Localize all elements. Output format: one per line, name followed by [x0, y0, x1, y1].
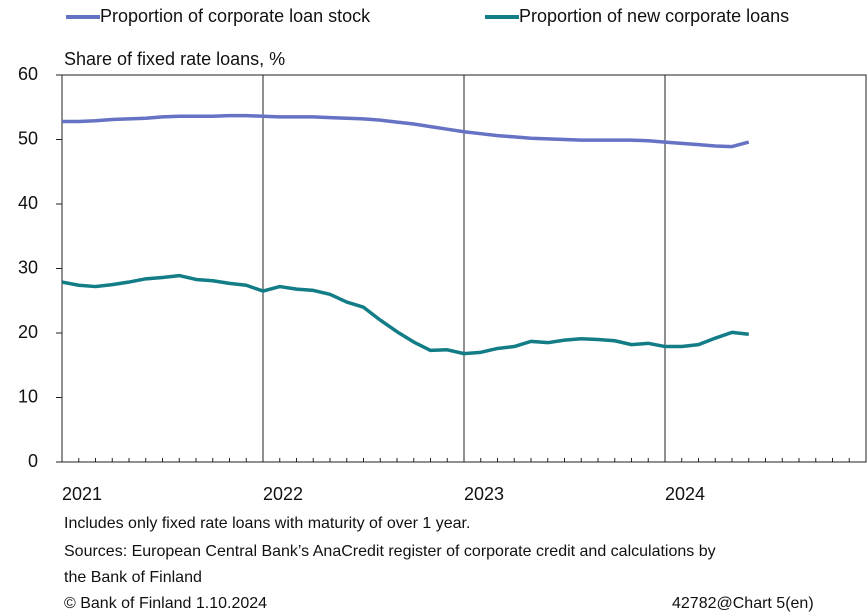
- series-line: [61, 273, 749, 356]
- y-tick-label: 60: [18, 64, 38, 84]
- x-tick-label: 2022: [263, 484, 303, 504]
- x-tick-label: 2024: [665, 484, 705, 504]
- y-axis-label: Share of fixed rate loans, %: [64, 49, 285, 69]
- x-tick-label: 2021: [62, 484, 102, 504]
- note: the Bank of Finland: [64, 569, 202, 586]
- note: Sources: European Central Bank’s AnaCred…: [64, 543, 716, 560]
- y-tick-label: 0: [28, 451, 38, 471]
- y-tick-label: 30: [18, 257, 38, 277]
- legend-label: Proportion of corporate loan stock: [100, 6, 371, 26]
- y-tick-label: 20: [18, 322, 38, 342]
- chart-id: 42782@Chart 5(en): [672, 595, 814, 612]
- y-tick-label: 40: [18, 193, 38, 213]
- legend-label: Proportion of new corporate loans: [519, 6, 789, 26]
- y-tick-label: 50: [18, 128, 38, 148]
- series-line: [62, 113, 750, 149]
- y-tick-label: 10: [18, 386, 38, 406]
- x-tick-label: 2023: [464, 484, 504, 504]
- copyright: © Bank of Finland 1.10.2024: [64, 595, 267, 612]
- note: Includes only fixed rate loans with matu…: [64, 515, 470, 532]
